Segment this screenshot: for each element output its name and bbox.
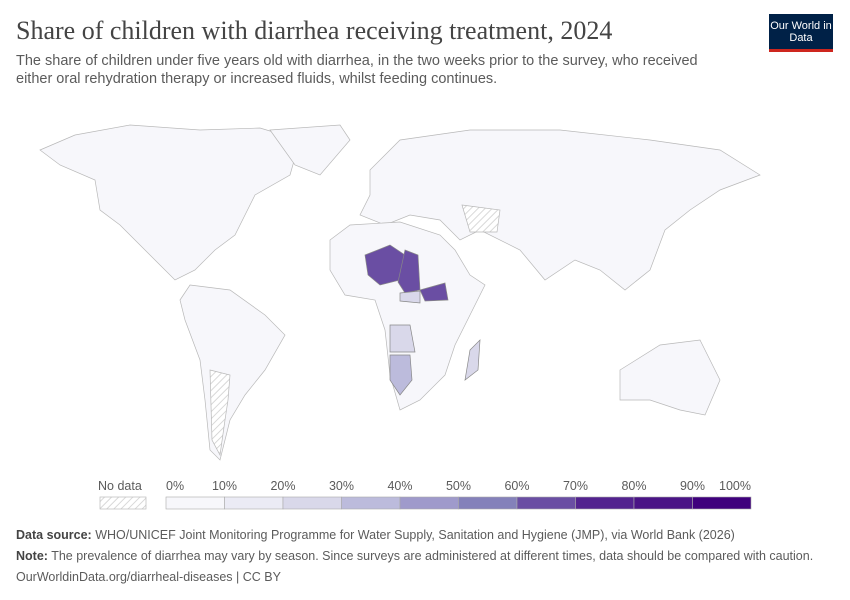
- legend-bin-3: [341, 496, 401, 510]
- legend-bin-0: [165, 496, 225, 510]
- legend-no-data-label: No data: [98, 479, 142, 493]
- eurasia[interactable]: [359, 129, 761, 291]
- region-central-african-republic[interactable]: [399, 290, 421, 304]
- argentina-no-data[interactable]: [209, 369, 231, 457]
- afghanistan-region-no-data[interactable]: [461, 204, 501, 233]
- legend-tick: 100%: [719, 479, 751, 493]
- australia[interactable]: [619, 339, 721, 416]
- legend-bin-1: [224, 496, 284, 510]
- legend-tick: 40%: [387, 479, 412, 493]
- legend-bin-9: [692, 496, 752, 510]
- data-source: Data source: WHO/UNICEF Joint Monitoring…: [16, 528, 735, 542]
- legend-bin-4: [399, 496, 459, 510]
- owid-logo[interactable]: Our World in Data: [769, 14, 833, 52]
- region-namibia[interactable]: [389, 354, 413, 396]
- source-link[interactable]: OurWorldinData.org/diarrheal-diseases | …: [16, 570, 281, 584]
- legend-tick: 30%: [329, 479, 354, 493]
- legend-tick: 20%: [270, 479, 295, 493]
- legend-tick: 80%: [621, 479, 646, 493]
- legend-tick: 90%: [680, 479, 705, 493]
- legend-tick: 70%: [563, 479, 588, 493]
- note: Note: The prevalence of diarrhea may var…: [16, 549, 814, 563]
- page-title: Share of children with diarrhea receivin…: [16, 16, 613, 45]
- region-south-sudan[interactable]: [419, 282, 449, 302]
- region-madagascar[interactable]: [464, 339, 481, 381]
- legend-bin-8: [633, 496, 693, 510]
- north-america[interactable]: [39, 124, 301, 281]
- subtitle: The share of children under five years o…: [16, 53, 698, 87]
- color-legend: No data 0% 10% 20% 30% 40% 50% 60% 70% 80% 90% 100%: [98, 479, 752, 510]
- greenland[interactable]: [269, 124, 351, 176]
- legend-bin-7: [575, 496, 635, 510]
- legend-bin-5: [458, 496, 518, 510]
- legend-tick: 10%: [212, 479, 237, 493]
- region-angola[interactable]: [389, 324, 416, 353]
- legend-tick: 60%: [504, 479, 529, 493]
- legend-no-data-swatch: [99, 496, 147, 510]
- south-america[interactable]: [179, 284, 286, 461]
- legend-tick: 0%: [166, 479, 184, 493]
- legend-tick: 50%: [446, 479, 471, 493]
- legend-bin-6: [516, 496, 576, 510]
- legend-bin-2: [282, 496, 342, 510]
